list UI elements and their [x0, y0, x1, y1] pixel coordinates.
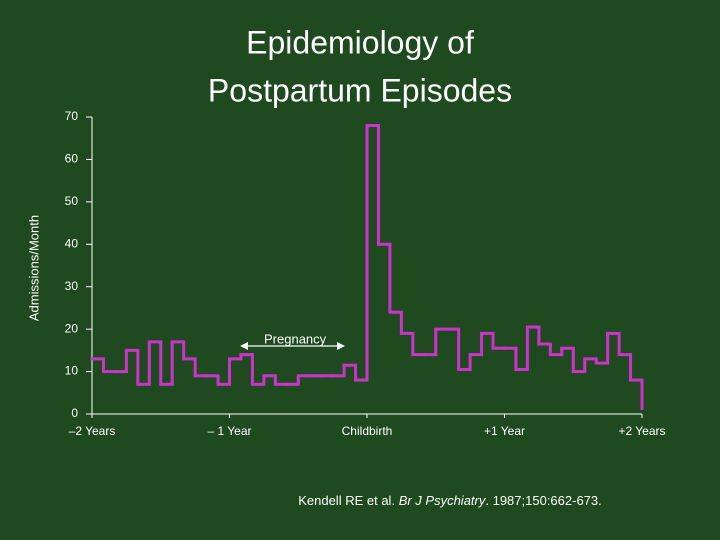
y-tick-label: 10 [65, 364, 79, 378]
x-tick-label: +1 Year [484, 424, 525, 438]
x-tick-label: +2 Years [618, 424, 665, 438]
y-tick-label: 70 [65, 109, 79, 123]
y-tick-label: 30 [65, 279, 79, 293]
x-tick-label: – 1 Year [207, 424, 251, 438]
y-tick-label: 60 [65, 152, 79, 166]
x-tick-label: Childbirth [342, 424, 393, 438]
y-tick-label: 40 [65, 236, 79, 250]
y-tick-label: 20 [65, 321, 79, 335]
annotation: Pregnancy [264, 331, 327, 346]
source: Kendell RE et al. Br J Psychiatry. 1987;… [298, 493, 602, 508]
pregnancy-arrow [240, 342, 345, 350]
y-axis-label: Admissions/Month [26, 215, 41, 321]
chart-title: Postpartum Episodes [208, 72, 512, 108]
source-journal: Br J Psychiatry [399, 493, 487, 508]
y-tick-label: 0 [71, 406, 78, 420]
source-authors: Kendell RE et al. [298, 493, 395, 508]
y-tick-label: 50 [65, 194, 79, 208]
chart-title: Epidemiology of [246, 24, 474, 60]
source-details: . 1987;150:662-673. [485, 493, 601, 508]
x-tick-label: –2 Years [69, 424, 116, 438]
